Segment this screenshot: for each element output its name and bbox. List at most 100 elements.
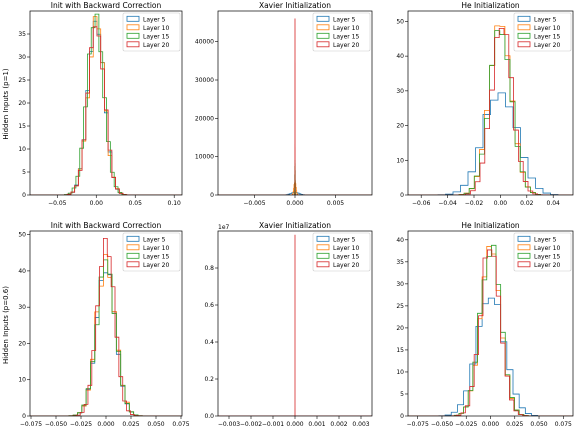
legend-swatch <box>126 24 140 31</box>
legend-label: Layer 5 <box>534 236 557 243</box>
x-tick-label: −0.04 <box>438 200 457 207</box>
hist-series-4 <box>218 18 372 195</box>
y-tick-label: 10 <box>18 146 26 153</box>
legend-swatch <box>126 261 140 268</box>
hist-series-4 <box>408 249 573 416</box>
legend-label: Layer 5 <box>333 16 356 23</box>
x-tick-label: −0.025 <box>455 421 477 427</box>
legend-swatch <box>517 41 531 48</box>
x-tick-label: 0.005 <box>327 200 344 207</box>
x-tick-label: 0.000 <box>286 200 303 207</box>
legend-label: Layer 20 <box>333 262 359 269</box>
x-tick-label: −0.02 <box>465 200 484 207</box>
legend-swatch <box>517 235 531 242</box>
legend-label: Layer 20 <box>333 42 359 49</box>
x-tick-label: −0.001 <box>262 421 284 427</box>
chart-panel: −0.005 0.000 0.005 0 10000 20000 30000 40000 Xav… <box>195 1 373 207</box>
legend-swatch <box>517 32 531 39</box>
x-tick-label: 0.00 <box>90 200 104 207</box>
hist-series-4 <box>30 237 182 416</box>
x-tick-label: −0.075 <box>20 421 42 427</box>
chart-title: Init with Backward Correction <box>51 1 162 10</box>
y-tick-label: 0.4 <box>204 339 214 346</box>
y-tick-label: 10 <box>18 377 26 384</box>
legend-swatch <box>316 15 330 22</box>
hist-series-1 <box>408 297 573 416</box>
legend-label: Layer 10 <box>143 25 169 32</box>
row-1-ylabel: Hidden Inputs (p=1) <box>2 68 10 140</box>
y-tick-label: 0 <box>400 413 404 420</box>
y-tick-label: 20 <box>18 340 26 347</box>
legend-label: Layer 15 <box>333 33 359 40</box>
legend-swatch <box>316 235 330 242</box>
y-tick-label: 50 <box>18 232 26 239</box>
chart-panel: −0.075 −0.050 −0.025 0.000 0.025 0.050 0.075 0 1… <box>18 221 189 427</box>
legend-swatch <box>517 252 531 259</box>
y-tick-label: 30000 <box>195 77 214 84</box>
y-tick-label: 30 <box>18 304 26 311</box>
y-tick-label: 40000 <box>195 39 214 46</box>
y-tick-label: 5 <box>400 391 404 398</box>
x-tick-label: −0.005 <box>243 200 265 207</box>
x-tick-label: −0.050 <box>431 421 453 427</box>
y-tick-label: 0.2 <box>204 376 214 383</box>
x-tick-label: 0.050 <box>530 421 547 427</box>
legend-label: Layer 15 <box>534 33 560 40</box>
y-tick-label: 0 <box>400 192 404 199</box>
legend-label: Layer 10 <box>534 25 560 32</box>
chart-panel: −0.05 0.00 0.05 0.10 0 5 10 15 20 25 30 35 Init with… <box>18 1 183 207</box>
legend-swatch <box>126 244 140 251</box>
y-tick-label: 20 <box>18 100 26 107</box>
legend-label: Layer 15 <box>143 33 169 40</box>
legend-swatch <box>126 41 140 48</box>
hist-series-1 <box>30 272 182 416</box>
x-tick-label: −0.050 <box>45 421 67 427</box>
legend-swatch <box>316 252 330 259</box>
x-tick-label: 0.003 <box>352 421 369 427</box>
y-tick-label: 0.0 <box>204 413 214 420</box>
legend-label: Layer 10 <box>143 245 169 252</box>
hist-series-2 <box>30 254 182 416</box>
y-tick-label: 25 <box>396 303 404 310</box>
x-tick-label: −0.05 <box>48 200 67 207</box>
legend-swatch <box>316 244 330 251</box>
x-tick-label: 0.025 <box>122 421 139 427</box>
legend-swatch <box>316 24 330 31</box>
y-tick-label: 0.8 <box>204 265 214 272</box>
x-tick-label: −0.025 <box>70 421 92 427</box>
x-tick-label: −0.075 <box>407 421 429 427</box>
axes-frame <box>407 10 574 196</box>
legend-swatch <box>517 244 531 251</box>
legend-label: Layer 20 <box>534 42 560 49</box>
y-tick-label: 30 <box>396 88 404 95</box>
legend-label: Layer 10 <box>333 245 359 252</box>
x-tick-label: 0.000 <box>286 421 303 427</box>
legend-label: Layer 10 <box>534 245 560 252</box>
chart-title: Xavier Initialization <box>259 221 331 230</box>
y-tick-label: 0.6 <box>204 302 214 309</box>
chart-title: He Initialization <box>461 221 520 230</box>
x-tick-label: −0.06 <box>412 200 431 207</box>
y-tick-label: 0 <box>22 192 26 199</box>
legend-swatch <box>126 235 140 242</box>
y-tick-label: 25 <box>18 77 26 84</box>
legend-label: Layer 15 <box>534 253 560 260</box>
row-2-ylabel: Hidden Inputs (p=0.6) <box>2 286 10 364</box>
legend-label: Layer 5 <box>143 236 166 243</box>
y-tick-label: 20 <box>396 123 404 130</box>
x-tick-label: 0.02 <box>520 200 534 207</box>
y-tick-label: 50 <box>396 18 404 25</box>
legend-swatch <box>316 261 330 268</box>
legend-swatch <box>126 15 140 22</box>
x-tick-label: 0.075 <box>172 421 189 427</box>
y-tick-label: 30 <box>18 54 26 61</box>
y-tick-label: 0 <box>22 413 26 420</box>
chart-title: Xavier Initialization <box>259 1 331 10</box>
legend-swatch <box>126 32 140 39</box>
legend-label: Layer 20 <box>143 262 169 269</box>
hist-series-1 <box>408 92 573 195</box>
y-tick-label: 15 <box>396 347 404 354</box>
legend-swatch <box>517 261 531 268</box>
chart-title: Init with Backward Correction <box>51 221 162 230</box>
